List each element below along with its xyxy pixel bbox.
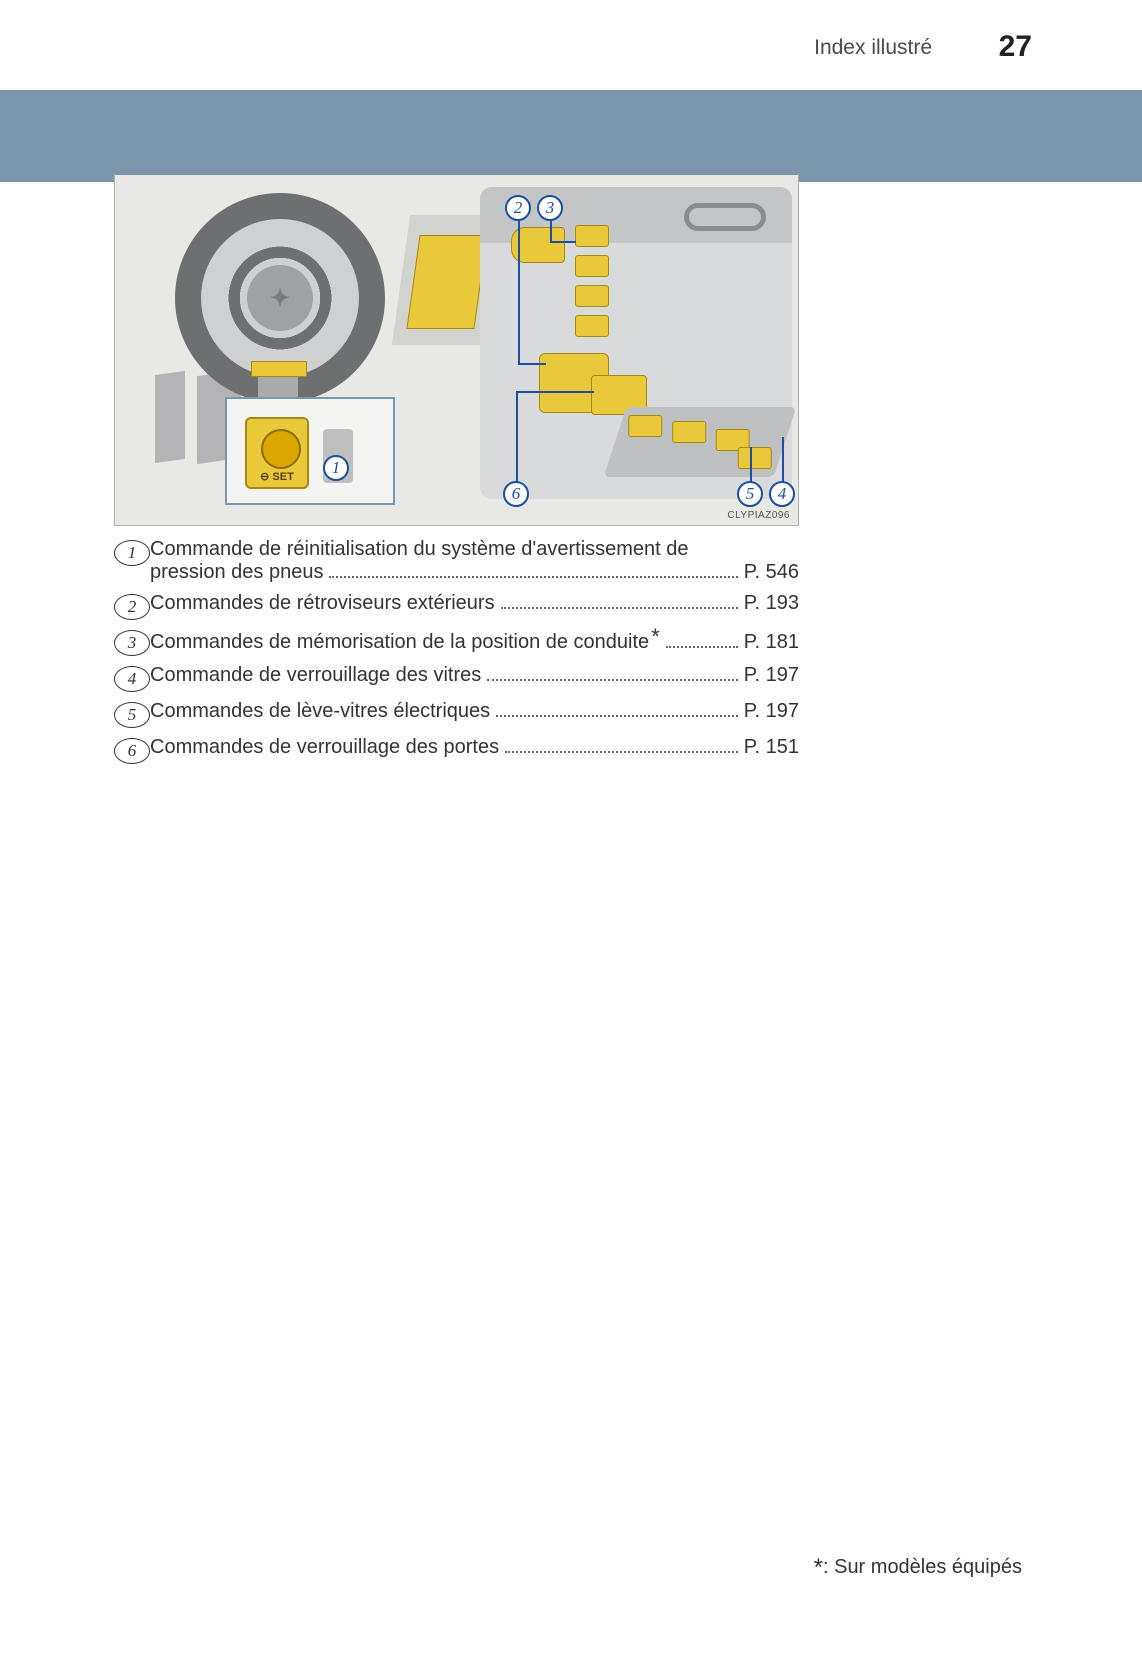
index-text: Commande de verrouillage des vitres (150, 664, 481, 687)
leader-dots (487, 667, 737, 681)
index-number: 4 (114, 666, 150, 692)
index-number: 2 (114, 594, 150, 620)
callout-6: 6 (503, 481, 529, 507)
window-switch-highlight (628, 415, 662, 437)
window-switch-panel (604, 407, 797, 477)
inset-detail: ⊖ SET (225, 397, 395, 505)
index-number: 6 (114, 738, 150, 764)
memory-btn-highlight (575, 285, 609, 307)
leader-line (516, 391, 518, 481)
index-page-ref: P. 151 (744, 736, 799, 759)
page-number: 27 (999, 30, 1032, 64)
page-header: Index illustré 27 (0, 0, 1142, 80)
index-body: Commandes de mémorisation de la position… (150, 628, 799, 654)
footnote-marker: * (814, 1554, 823, 1581)
window-switch-highlight (738, 447, 772, 469)
callout-5: 5 (737, 481, 763, 507)
callout-3: 3 (537, 195, 563, 221)
index-text: pression des pneus (150, 561, 323, 584)
steering-hub-logo: ✦ (247, 265, 313, 331)
image-code: CLYPIAZ096 (727, 510, 790, 521)
asterisk-marker: * (651, 624, 660, 650)
index-row: 6Commandes de verrouillage des portes P. … (114, 736, 799, 764)
callout-2: 2 (505, 195, 531, 221)
interior-diagram: ✦ ⊖ S (114, 172, 799, 526)
leader-line (550, 221, 552, 241)
leader-line (782, 437, 784, 483)
index-number: 5 (114, 702, 150, 728)
leader-dots (505, 739, 738, 753)
index-page-ref: P. 197 (744, 700, 799, 723)
index-text: Commandes de rétroviseurs extérieurs (150, 592, 495, 615)
leader-line (518, 363, 546, 365)
window-switch-highlight (672, 421, 706, 443)
leader-line (518, 221, 520, 365)
index-row: 3Commandes de mémorisation de la positio… (114, 628, 799, 656)
header-band (0, 90, 1142, 182)
tire-reset-button: ⊖ SET (245, 417, 309, 489)
index-row: 5Commandes de lève-vitres électriques P. … (114, 700, 799, 728)
pedal-shape (155, 371, 185, 463)
leader-line (550, 241, 576, 243)
index-text: Commande de réinitialisation du système … (150, 538, 799, 561)
index-text: Commandes de verrouillage des portes (150, 736, 499, 759)
footnote-text: : Sur modèles équipés (823, 1556, 1022, 1578)
index-page-ref: P. 546 (744, 561, 799, 584)
index-number: 3 (114, 630, 150, 656)
index-text: Commandes de lève-vitres électriques (150, 700, 490, 723)
leader-dots (329, 564, 737, 578)
index-body: Commandes de lève-vitres électriques P. 1… (150, 700, 799, 723)
main-content: ✦ ⊖ S (114, 172, 799, 772)
leader-line (750, 447, 752, 483)
dash-panel-highlight (406, 235, 487, 329)
index-body: Commande de réinitialisation du système … (150, 538, 799, 584)
leader-dots (501, 595, 738, 609)
index-row: 2Commandes de rétroviseurs extérieurs P. … (114, 592, 799, 620)
tire-reset-highlight (251, 361, 307, 377)
seat-memory-buttons (575, 225, 609, 337)
index-body: Commande de verrouillage des vitres P. 19… (150, 664, 799, 687)
index-body: Commandes de rétroviseurs extérieurs P. 1… (150, 592, 799, 615)
index-page-ref: P. 197 (744, 664, 799, 687)
door-handle-shape (684, 203, 766, 231)
section-title: Index illustré (814, 36, 932, 60)
index-number: 1 (114, 540, 150, 566)
leader-line (516, 391, 594, 393)
callout-1: 1 (323, 455, 349, 481)
index-row: 1Commande de réinitialisation du système… (114, 538, 799, 584)
index-page-ref: P. 181 (744, 631, 799, 654)
leader-dots (496, 703, 738, 717)
footnote: *: Sur modèles équipés (814, 1552, 1022, 1580)
index-page-ref: P. 193 (744, 592, 799, 615)
callout-4: 4 (769, 481, 795, 507)
leader-dots (666, 634, 738, 648)
index-list: 1Commande de réinitialisation du système… (114, 538, 799, 764)
memory-btn-highlight (575, 255, 609, 277)
index-row: 4Commande de verrouillage des vitres P. 1… (114, 664, 799, 692)
memory-btn-highlight (575, 225, 609, 247)
index-body: Commandes de verrouillage des portes P. 1… (150, 736, 799, 759)
index-text: Commandes de mémorisation de la position… (150, 631, 649, 654)
memory-btn-highlight (575, 315, 609, 337)
